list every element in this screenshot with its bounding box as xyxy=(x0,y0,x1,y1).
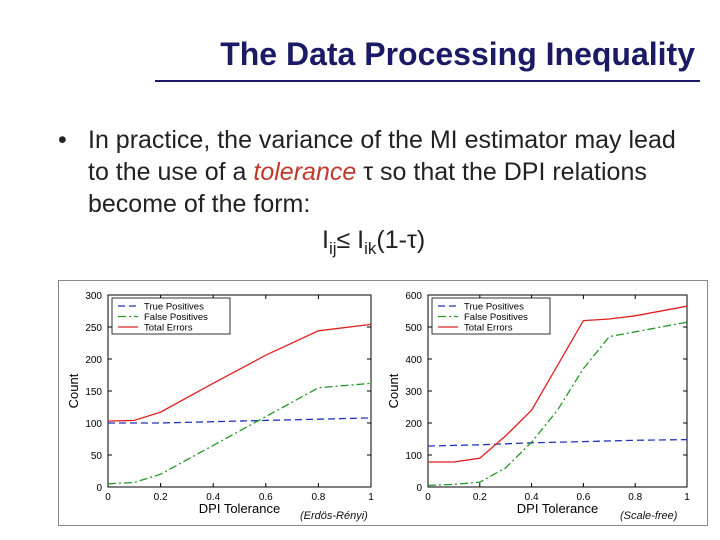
slide-title: The Data Processing Inequality xyxy=(220,36,695,72)
chart0-xtick-label-2: 0.4 xyxy=(206,492,220,503)
bullet-text: In practice, the variance of the MI esti… xyxy=(88,124,698,220)
formula-tail: (1-τ) xyxy=(376,226,426,254)
chart1-legend-label-true-positives: True Positives xyxy=(464,302,524,313)
chart0-xtick-label-4: 0.8 xyxy=(311,492,325,503)
chart1-ytick-label-6: 600 xyxy=(405,291,422,302)
bullet-icon: • xyxy=(58,126,67,154)
chart0-legend-box xyxy=(111,297,231,335)
chart0-ytick-label-1: 50 xyxy=(91,451,103,462)
chart1-series-line-total-errors xyxy=(428,305,688,463)
chart1-x-axis-label: DPI Tolerance xyxy=(517,501,598,516)
tolerance-emphasis: tolerance xyxy=(253,158,357,186)
chart1-xtick-label-2: 0.4 xyxy=(525,492,539,503)
chart0-ytick-label-4: 200 xyxy=(85,355,102,366)
chart0-y-axis-label: Count xyxy=(66,373,81,408)
chart0-ytick-label-3: 150 xyxy=(85,387,102,398)
chart0-legend-label-true-positives: True Positives xyxy=(144,302,204,313)
chart1-legend-box xyxy=(431,297,551,335)
chart1-ytick-label-2: 200 xyxy=(405,419,422,430)
chart1-ytick-label-1: 100 xyxy=(405,451,422,462)
chart0-ytick-label-2: 100 xyxy=(85,419,102,430)
chart1-ytick-label-4: 400 xyxy=(405,355,422,366)
chart0-ytick-label-5: 250 xyxy=(85,323,102,334)
formula-lhs-sub: ij xyxy=(328,239,337,258)
chart1-xtick-label-5: 1 xyxy=(684,492,690,503)
dpi-formula: Iij≤ Iik(1-τ) xyxy=(322,226,425,259)
chart1-xtick-label-1: 0.2 xyxy=(473,492,487,503)
chart1-series-line-true-positives xyxy=(427,438,688,447)
title-underline xyxy=(155,80,700,82)
formula-lhs: I xyxy=(322,226,329,254)
bullet-text-after: τ so that the DPI relations become of th… xyxy=(88,158,647,218)
bullet-text-before: In practice, the variance of the MI esti… xyxy=(88,126,676,186)
chart0-series-line-false-positives xyxy=(107,382,372,485)
chart0-xtick-label-3: 0.6 xyxy=(259,492,273,503)
chart1-legend-label-false-positives: False Positives xyxy=(464,312,528,323)
chart0-legend-label-false-positives: False Positives xyxy=(144,312,208,323)
caption-scale-free: (Scale-free) xyxy=(618,510,680,522)
chart1-series-line-false-positives xyxy=(427,321,688,487)
chart1-legend-label-total-errors: Total Errors xyxy=(464,323,513,334)
chart0-ytick-label-0: 0 xyxy=(96,483,102,494)
chart0-x-axis-label: DPI Tolerance xyxy=(199,501,280,516)
chart1-xtick-label-4: 0.8 xyxy=(628,492,642,503)
caption-erdos-renyi: (Erdös-Rényi) xyxy=(298,510,370,522)
chart0-xtick-label-5: 1 xyxy=(368,492,374,503)
chart0-legend-label-total-errors: Total Errors xyxy=(144,323,193,334)
chart1-y-axis-label: Count xyxy=(386,373,401,408)
chart1-ytick-label-3: 300 xyxy=(405,387,422,398)
formula-rhs-sub: ik xyxy=(364,239,377,258)
chart1-xtick-label-3: 0.6 xyxy=(576,492,590,503)
chart0-series-line-total-errors xyxy=(107,323,372,422)
chart1-ytick-label-0: 0 xyxy=(416,483,422,494)
chart0-xtick-label-1: 0.2 xyxy=(154,492,168,503)
chart0-ytick-label-6: 300 xyxy=(85,291,102,302)
chart1-ytick-label-5: 500 xyxy=(405,323,422,334)
chart1-xtick-label-0: 0 xyxy=(425,492,431,503)
figure-box: 0 50 100 150 200 250 300 0 0.2 0.4 0.6 0.8 1 DPI Tole… xyxy=(58,280,708,526)
formula-op: ≤ I xyxy=(336,226,365,254)
chart0-xtick-label-0: 0 xyxy=(105,492,111,503)
